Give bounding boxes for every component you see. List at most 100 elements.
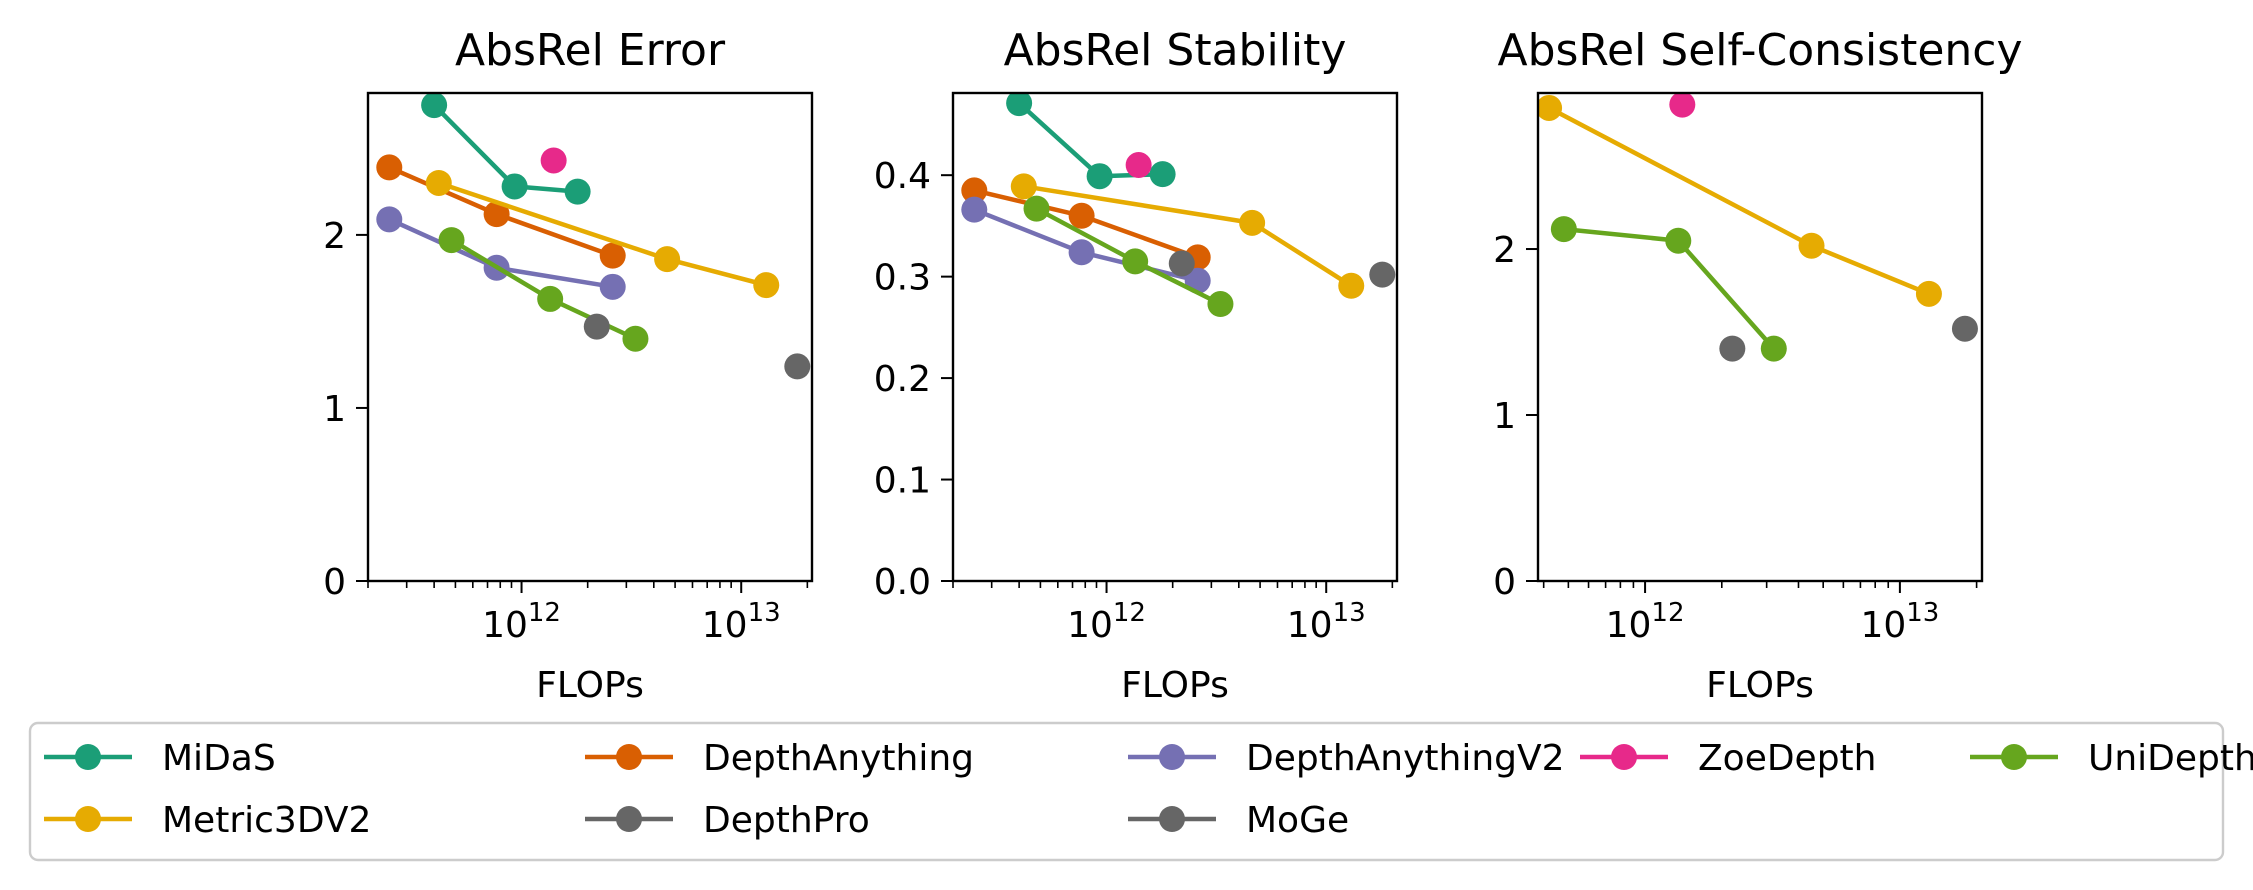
y-tick-label: 1	[1493, 396, 1516, 437]
chart-title: AbsRel Self-Consistency	[1497, 25, 2022, 76]
x-tick-label: 1012	[1067, 598, 1146, 646]
x-tick-label: 1013	[1860, 598, 1939, 646]
data-point-metric3dv2	[654, 246, 681, 273]
data-point-zoedepth	[1125, 152, 1152, 179]
legend-marker	[2001, 744, 2027, 770]
x-axis-label: FLOPs	[1121, 665, 1229, 706]
legend-item-depthpro: DepthPro	[585, 800, 870, 841]
data-point-metric3dv2	[1538, 94, 1563, 121]
y-tick-label: 0.4	[874, 156, 931, 197]
series-moge	[784, 353, 811, 380]
series-metric3dv2	[425, 169, 780, 299]
legend-marker	[75, 806, 101, 832]
data-point-midas	[501, 173, 528, 200]
series-zoedepth	[1125, 152, 1152, 179]
data-point-zoedepth	[540, 147, 567, 174]
y-tick-label: 2	[1493, 230, 1516, 271]
series-zoedepth	[1669, 93, 1696, 118]
series-depthanything	[376, 154, 626, 269]
data-point-depthanythingv2	[599, 273, 626, 300]
data-point-depthanything	[376, 154, 403, 181]
legend-item-unidepthv2: UniDepthV2	[1970, 738, 2253, 779]
series-zoedepth	[540, 147, 567, 174]
data-point-moge	[784, 353, 811, 380]
data-point-midas	[1086, 163, 1113, 190]
panel-absrel-self-consistency: AbsRel Self-Consistency 1012 1013 0 1 2 FLOPs	[1493, 25, 2022, 706]
legend-label: DepthPro	[703, 800, 870, 841]
y-tick-label: 0.2	[874, 359, 931, 400]
data-point-unidepthv2	[1122, 248, 1149, 275]
series-unidepthv2	[1550, 216, 1787, 362]
series-unidepthv2	[1023, 195, 1234, 318]
series-line-metric3dv2	[1548, 105, 1930, 296]
y-tick-label: 0	[323, 562, 346, 603]
x-axis-label: FLOPs	[536, 665, 644, 706]
y-tick-label: 0	[1493, 562, 1516, 603]
legend-item-depthanythingv2: DepthAnythingV2	[1128, 738, 1565, 779]
y-tick-label: 0.3	[874, 258, 931, 299]
data-point-depthanything	[599, 242, 626, 269]
data-point-unidepthv2	[1665, 227, 1692, 254]
legend-item-depthanything: DepthAnything	[585, 738, 974, 779]
data-point-midas	[421, 93, 448, 119]
data-point-depthpro	[1719, 335, 1746, 362]
legend-label: UniDepthV2	[2088, 738, 2253, 779]
data-point-metric3dv2	[753, 272, 780, 299]
data-point-moge	[1951, 315, 1978, 342]
legend-marker	[616, 806, 642, 832]
x-tick-label: 1013	[1287, 598, 1366, 646]
data-point-metric3dv2	[1338, 272, 1365, 299]
data-point-unidepthv2	[622, 325, 649, 352]
series-metric3dv2	[1010, 173, 1365, 299]
data-point-zoedepth	[1669, 93, 1696, 118]
data-point-unidepthv2	[438, 227, 465, 254]
plot-frame	[366, 91, 814, 583]
x-tick-label: 1013	[702, 598, 781, 646]
data-point-metric3dv2	[1798, 232, 1825, 259]
series-depthanything	[961, 177, 1211, 271]
legend-marker	[75, 744, 101, 770]
data-point-midas	[1149, 161, 1176, 188]
chart-title: AbsRel Error	[455, 25, 726, 76]
series-moge	[1951, 315, 1978, 342]
data-point-depthanything	[483, 201, 510, 228]
series-moge	[1369, 261, 1396, 288]
data-point-unidepthv2	[1760, 335, 1787, 362]
data-point-moge	[1369, 261, 1396, 288]
series-depthpro	[583, 313, 610, 340]
legend: MiDaS DepthAnything DepthAnythingV2 ZoeDept…	[28, 721, 2253, 862]
data-point-unidepthv2	[1207, 291, 1234, 318]
data-point-depthanythingv2	[961, 196, 988, 223]
series-midas	[421, 93, 591, 205]
data-point-midas	[1006, 93, 1033, 117]
legend-label: Metric3DV2	[162, 800, 371, 841]
legend-item-metric3dv2: Metric3DV2	[44, 800, 371, 841]
legend-label: DepthAnything	[703, 738, 974, 779]
data-point-depthpro	[583, 313, 610, 340]
legend-item-moge: MoGe	[1128, 800, 1349, 841]
plot-area	[376, 93, 811, 380]
legend-marker	[616, 744, 642, 770]
x-axis-label: FLOPs	[1706, 665, 1814, 706]
data-point-unidepthv2	[537, 285, 564, 312]
data-point-depthanythingv2	[1068, 239, 1095, 266]
series-metric3dv2	[1538, 94, 1942, 307]
data-point-metric3dv2	[1915, 280, 1942, 307]
data-point-metric3dv2	[1239, 209, 1266, 236]
panel-absrel-stability: AbsRel Stability 1012 1013 0.0 0.1 0.2 0.3 0.4 F…	[874, 25, 1399, 706]
series-depthpro	[1719, 335, 1746, 362]
data-point-depthanything	[1068, 202, 1095, 229]
panel-absrel-error: AbsRel Error 1012 1013 0 1 2 FLOPs	[323, 25, 814, 706]
legend-marker	[1159, 806, 1185, 832]
x-tick-label: 1012	[1606, 598, 1685, 646]
legend-marker	[1159, 744, 1185, 770]
series-midas	[1006, 93, 1176, 190]
x-tick-label: 1012	[482, 598, 561, 646]
y-tick-label: 0.1	[874, 461, 931, 502]
legend-item-midas: MiDaS	[44, 738, 276, 779]
chart-title: AbsRel Stability	[1004, 25, 1347, 76]
y-tick-label: 0.0	[874, 562, 931, 603]
plot-area	[961, 93, 1396, 318]
data-point-metric3dv2	[425, 169, 452, 196]
